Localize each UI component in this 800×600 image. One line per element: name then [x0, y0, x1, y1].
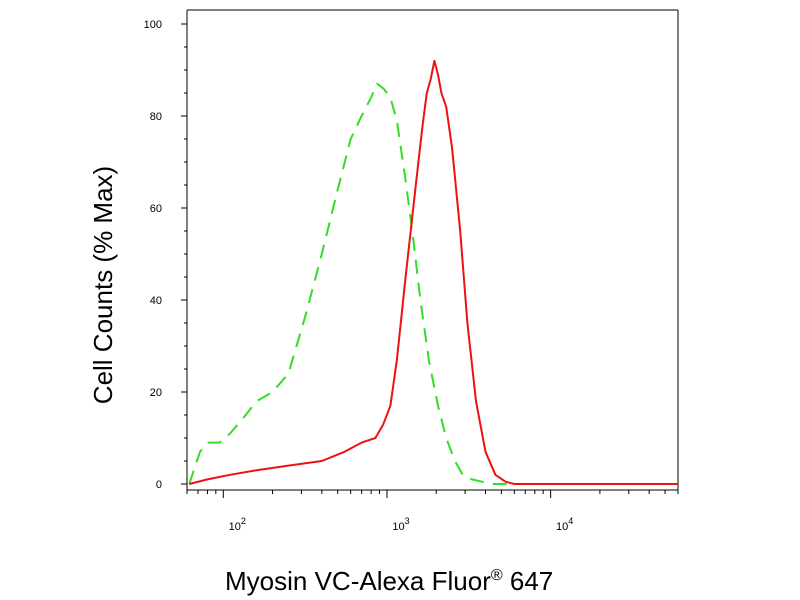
x-axis-label: Myosin VC-Alexa Fluor® 647 [225, 566, 553, 596]
series-line-dashed-green [188, 82, 515, 485]
series-line-solid-red [189, 59, 678, 485]
series-layer [188, 59, 678, 485]
y-tick-label: 20 [150, 387, 162, 399]
y-tick-label: 80 [150, 111, 162, 123]
x-axis-label-suffix: 647 [503, 566, 554, 596]
x-axis-label-superscript: ® [491, 567, 503, 584]
axes [186, 9, 679, 491]
x-tick-label: 104 [556, 516, 573, 533]
y-tick-label: 0 [156, 479, 162, 491]
y-tick-label: 40 [150, 295, 162, 307]
y-tick-label: 100 [144, 19, 162, 31]
x-tick-label: 102 [229, 516, 246, 533]
x-tick-label: 103 [392, 516, 409, 533]
y-ticks: 0 20 40 60 80 100 [144, 19, 187, 491]
y-tick-label: 60 [150, 203, 162, 215]
y-axis-label: Cell Counts (% Max) [88, 166, 118, 404]
x-ticks: 102 103 104 [186, 490, 679, 533]
x-axis-label-main: Myosin VC-Alexa Fluor [225, 566, 491, 596]
